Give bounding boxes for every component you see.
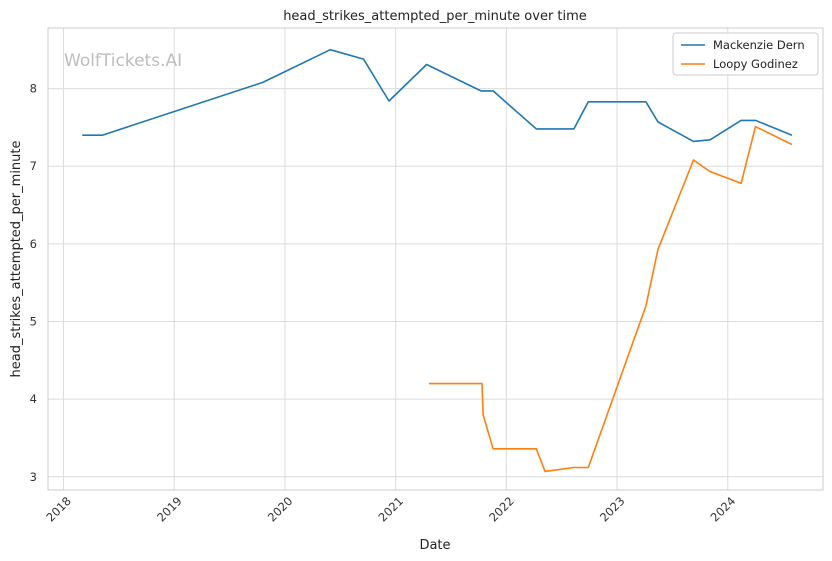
y-tick-label: 3 bbox=[30, 470, 37, 484]
x-axis-label: Date bbox=[419, 538, 450, 553]
series-lines bbox=[82, 48, 793, 473]
x-tick-label: 2020 bbox=[265, 494, 296, 525]
y-tick-label: 6 bbox=[30, 237, 37, 251]
series-line-mackenzie-dern bbox=[82, 48, 793, 143]
x-tick-label: 2018 bbox=[43, 494, 74, 525]
y-axis-label: head_strikes_attempted_per_minute bbox=[9, 141, 24, 378]
chart-title: head_strikes_attempted_per_minute over t… bbox=[283, 9, 587, 24]
y-tick-label: 4 bbox=[30, 392, 37, 406]
legend: Mackenzie Dern Loopy Godinez bbox=[672, 32, 819, 76]
legend-box bbox=[672, 32, 819, 76]
x-tick-label: 2019 bbox=[154, 494, 185, 525]
x-tick-label: 2024 bbox=[708, 494, 739, 525]
x-tick-label: 2022 bbox=[486, 494, 517, 525]
watermark: WolfTickets.AI bbox=[64, 51, 182, 71]
y-tick-label: 8 bbox=[30, 82, 37, 96]
plot-area-frame bbox=[47, 27, 824, 491]
series-line-loopy-godinez bbox=[428, 125, 793, 473]
y-tick-label: 5 bbox=[30, 315, 37, 329]
gridlines bbox=[48, 28, 823, 490]
legend-label-mackenzie-dern: Mackenzie Dern bbox=[713, 38, 805, 52]
x-tick-label: 2023 bbox=[597, 494, 628, 525]
y-tick-label: 7 bbox=[30, 159, 37, 173]
x-tick-label: 2021 bbox=[376, 494, 407, 525]
tick-labels: 2018 2019 2020 2021 2022 2023 2024 3 4 5 6 7 8 bbox=[30, 82, 739, 525]
legend-label-loopy-godinez: Loopy Godinez bbox=[713, 57, 798, 71]
